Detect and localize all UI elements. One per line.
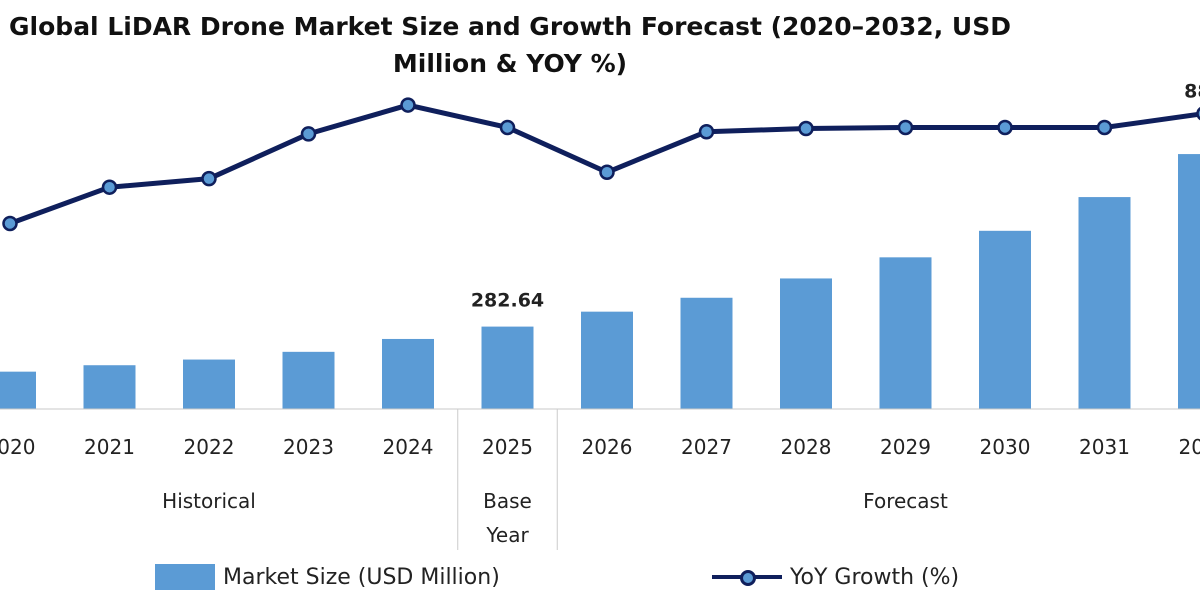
- yoy-point-2026: [599, 164, 615, 181]
- yoy-point-2025: [499, 119, 516, 136]
- group-label-base-year-1: Base: [483, 489, 532, 513]
- bar-2021: [83, 365, 136, 409]
- yoy-point-2029: [897, 119, 914, 136]
- legend-item-market-size: Market Size (USD Million): [155, 560, 500, 594]
- x-tick-label-2024: 2024: [383, 435, 434, 459]
- x-tick-label-2028: 2028: [781, 435, 832, 459]
- data-label-2025: 282.64: [471, 290, 544, 312]
- group-label-forecast: Forecast: [863, 489, 948, 513]
- bar-2028: [780, 278, 832, 409]
- bar-2026: [581, 311, 633, 409]
- bar-2020: [0, 371, 36, 409]
- x-tick-label-2021: 2021: [84, 435, 135, 459]
- legend-swatch-line: [712, 564, 782, 590]
- yoy-point-2024: [400, 97, 416, 113]
- x-tick-label-2025: 2025: [482, 435, 533, 459]
- x-tick-label-2032: 2032: [1179, 435, 1200, 459]
- x-tick-label-2031: 2031: [1079, 435, 1130, 459]
- bar-2023: [282, 351, 335, 409]
- yoy-growth-line: [9, 102, 1200, 226]
- yoy-point-2023: [300, 126, 317, 142]
- legend-swatch-bar: [155, 564, 215, 590]
- group-label-historical: Historical: [162, 489, 256, 513]
- yoy-point-2028: [798, 120, 814, 137]
- bar-2025: [481, 326, 534, 409]
- bar-2031: [1078, 197, 1131, 409]
- x-tick-label-2026: 2026: [582, 435, 633, 459]
- x-tick-label-2020: 2020: [0, 435, 35, 459]
- legend-label-yoy-growth: YoY Growth (%): [790, 564, 960, 590]
- yoy-point-2032: [1196, 106, 1200, 121]
- x-tick-label-2027: 2027: [681, 435, 732, 459]
- bar-2029: [879, 257, 932, 409]
- legend-item-yoy-growth: YoY Growth (%): [712, 560, 959, 594]
- bar-2022: [183, 359, 235, 409]
- bar-2032: [1178, 154, 1200, 409]
- x-tick-label-2030: 2030: [980, 435, 1031, 459]
- data-label-2032: 889: [1184, 81, 1200, 103]
- yoy-point-2031: [1096, 119, 1113, 136]
- yoy-point-2021: [101, 179, 118, 195]
- x-tick-label-2029: 2029: [880, 435, 931, 459]
- x-tick-label-2023: 2023: [283, 435, 334, 459]
- x-tick-label-2022: 2022: [184, 435, 235, 459]
- bar-2030: [979, 230, 1031, 409]
- group-label-base-year-2: Year: [485, 523, 529, 547]
- bar-2024: [382, 338, 434, 409]
- legend-label-market-size: Market Size (USD Million): [223, 564, 500, 590]
- yoy-point-2020: [2, 215, 18, 232]
- yoy-point-2027: [698, 123, 715, 140]
- chart-plot: 2020 2021 2022 2023 2024 2025 2026 2027 2028 2029…: [0, 81, 1200, 550]
- yoy-point-2030: [997, 119, 1013, 136]
- bar-2027: [680, 297, 733, 409]
- yoy-point-2022: [201, 170, 217, 187]
- chart-title: Global LiDAR Drone Market Size and Growt…: [9, 12, 1011, 78]
